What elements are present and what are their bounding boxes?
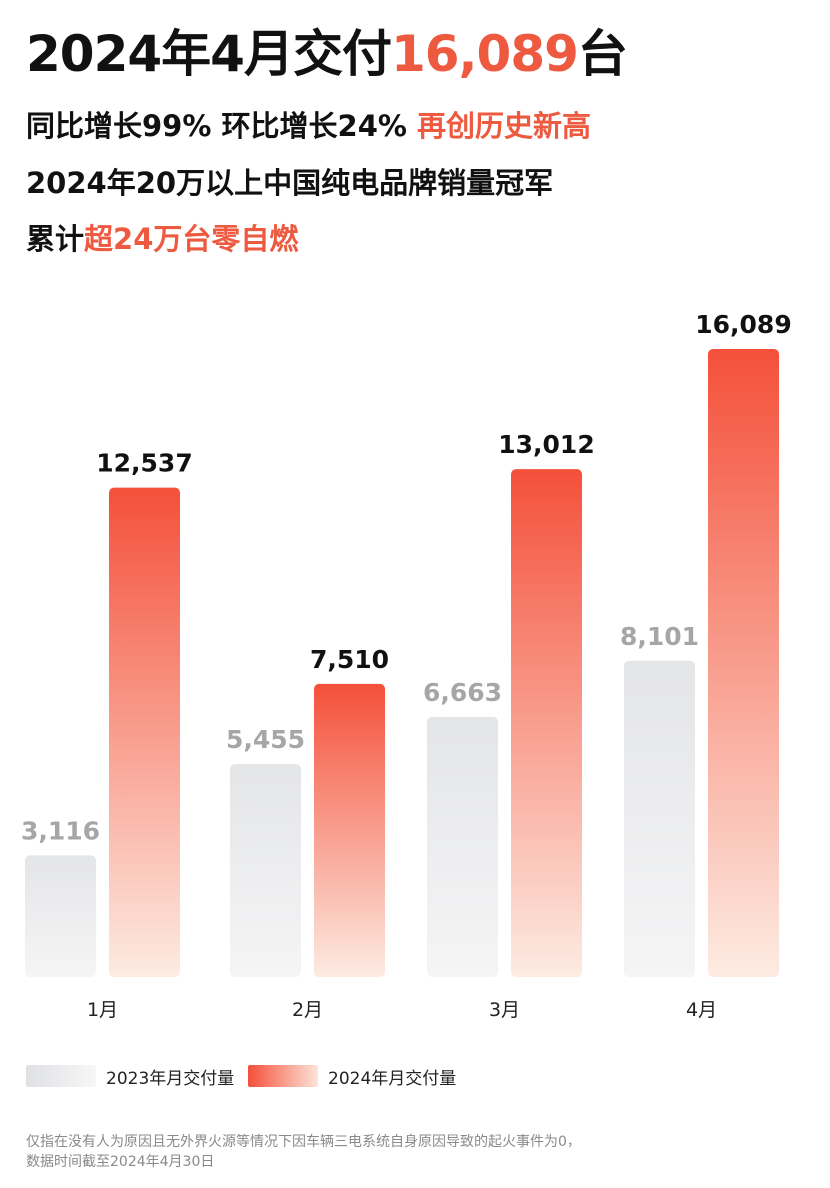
data-label-2023-3: 6,663 [423,678,502,707]
page-title: 2024年4月交付16,089台 [26,22,628,86]
growth-text: 同比增长99% 环比增长24% [26,109,418,143]
bar-2023-1 [25,855,96,977]
footnote-line-2: 数据时间截至2024年4月30日 [26,1154,215,1170]
bar-2023-3 [427,716,498,977]
bar-2023-2 [230,764,301,977]
data-label-2024-2: 7,510 [310,645,389,674]
x-tick-label-4: 4月 [686,999,717,1021]
bar-2024-4 [708,349,779,977]
bar-2024-1 [109,487,180,977]
x-tick-label-1: 1月 [87,999,118,1021]
bar-2024-3 [511,469,582,977]
record-high-text: 再创历史新高 [417,109,592,143]
title-highlight-number: 16,089 [390,25,579,83]
footnote-line-1: 仅指在没有人为原因且无外界火源等情况下因车辆三电系统自身原因导致的起火事件为0， [26,1134,581,1150]
safety-highlight: 超24万台零自燃 [84,222,299,256]
data-label-2023-1: 3,116 [21,816,100,845]
safety-prefix: 累计 [26,222,85,256]
legend-label-2024: 2024年月交付量 [328,1069,457,1089]
legend-swatch-2023 [26,1065,96,1087]
data-label-2024-3: 13,012 [498,430,594,459]
footnote: 仅指在没有人为原因且无外界火源等情况下因车辆三电系统自身原因导致的起火事件为0，… [26,1132,806,1172]
x-tick-label-2: 2月 [292,999,323,1021]
safety-subtitle: 累计超24万台零自燃 [26,219,298,259]
bar-2023-4 [624,660,695,977]
legend-label-2023: 2023年月交付量 [106,1069,235,1089]
champion-subtitle: 2024年20万以上中国纯电品牌销量冠军 [26,163,553,203]
champion-text: 2024年20万以上中国纯电品牌销量冠军 [26,166,554,200]
growth-subtitle: 同比增长99% 环比增长24% 再创历史新高 [26,106,591,146]
title-prefix: 2024年4月交付 [26,25,392,83]
x-tick-label-3: 3月 [489,999,520,1021]
bar-2024-2 [314,683,385,977]
data-label-2023-4: 8,101 [620,622,699,651]
delivery-bar-chart: 3,116 12,537 1月 5,455 7,510 2月 6,663 13,012 3月 8,… [21,310,792,1021]
title-suffix: 台 [577,25,628,83]
data-label-2024-4: 16,089 [695,310,791,339]
data-label-2024-1: 12,537 [96,449,192,478]
legend-swatch-2024 [248,1065,318,1087]
data-label-2023-2: 5,455 [226,725,305,754]
